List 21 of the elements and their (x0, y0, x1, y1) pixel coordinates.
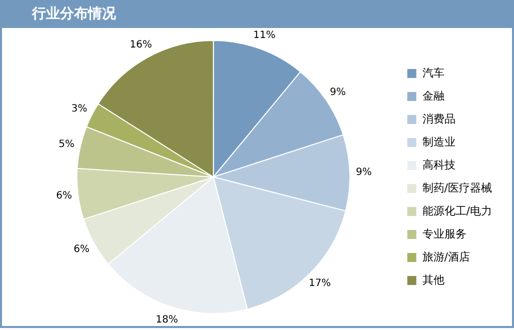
data-label: 6% (74, 244, 90, 256)
legend-label: 其他 (422, 273, 444, 286)
chart-title: 行业分布情况 (2, 0, 512, 28)
data-label: 9% (330, 87, 346, 98)
data-label: 17% (308, 278, 331, 290)
data-label: 3% (71, 103, 88, 114)
data-label: 6% (56, 190, 72, 202)
legend-label: 高科技 (422, 158, 456, 172)
data-label: 16% (130, 40, 152, 51)
legend-label: 制造业 (422, 135, 456, 148)
data-label: 5% (58, 138, 74, 150)
legend-label: 旅游/酒店 (422, 250, 470, 264)
legend-label: 消费品 (422, 112, 456, 126)
legend-label: 汽车 (422, 66, 444, 80)
legend-label: 能源化工/电力 (422, 204, 492, 218)
data-label: 18% (156, 314, 178, 326)
legend-label: 专业服务 (422, 227, 466, 240)
data-label: 9% (356, 166, 372, 178)
legend-label: 金融 (422, 89, 444, 102)
legend-label: 制药/医疗器械 (422, 181, 492, 194)
data-label: 11% (253, 30, 276, 41)
